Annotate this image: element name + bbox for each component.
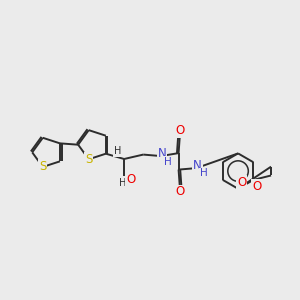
Text: H: H: [200, 168, 208, 178]
Text: O: O: [175, 185, 184, 199]
Text: H: H: [164, 157, 171, 167]
Text: O: O: [126, 172, 135, 185]
Text: O: O: [175, 124, 184, 137]
Text: O: O: [237, 176, 246, 189]
Text: S: S: [85, 153, 92, 166]
Text: N: N: [158, 147, 167, 160]
Text: H: H: [119, 178, 126, 188]
Text: S: S: [39, 160, 46, 173]
Text: H: H: [114, 146, 121, 156]
Text: N: N: [193, 159, 202, 172]
Text: O: O: [252, 180, 262, 193]
